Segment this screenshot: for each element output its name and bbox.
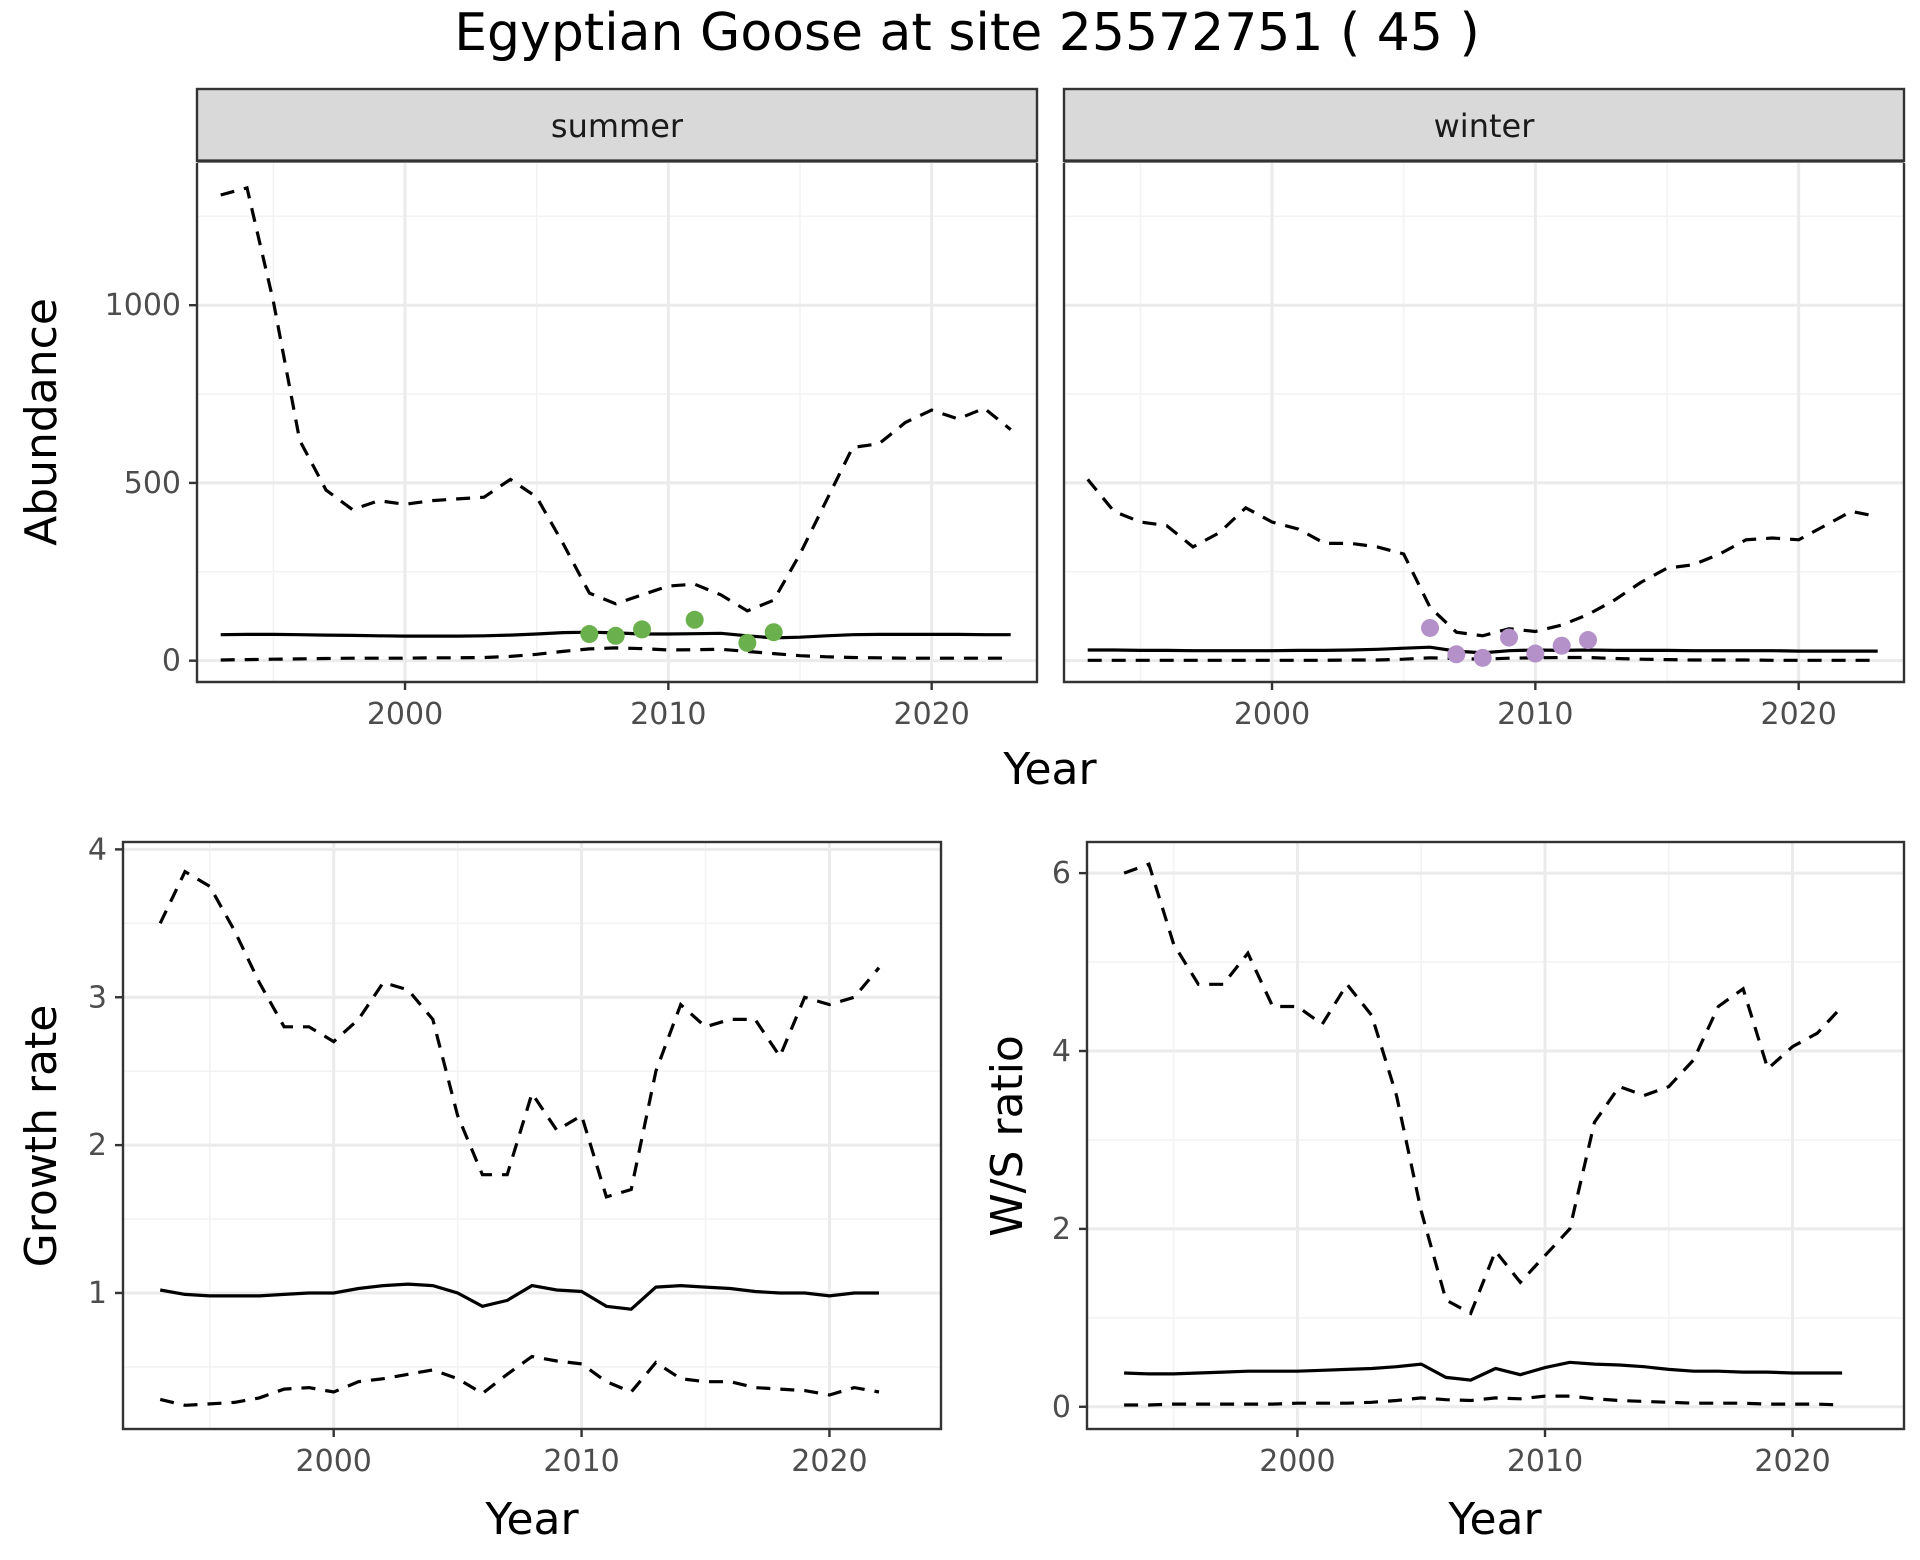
x-tick-label: 2010 (543, 1444, 619, 1479)
x-tick-label: 2010 (630, 697, 706, 732)
figure-title: Egyptian Goose at site 25572751 ( 45 ) (454, 3, 1480, 63)
data-point (606, 626, 625, 645)
x-tick-label: 2000 (296, 1444, 372, 1479)
growth-rate-panel: 2000 2010 2020 1 2 3 4 (88, 832, 943, 1479)
y-axis-title: Abundance (16, 298, 67, 546)
y-tick-label: 2 (1052, 1212, 1071, 1247)
y-tick-label: 3 (88, 980, 107, 1015)
panel-border (1085, 840, 1906, 1431)
x-tick-label: 2020 (893, 697, 969, 732)
data-point (685, 610, 704, 629)
data-point (1526, 644, 1545, 663)
y-tick-label: 0 (162, 644, 181, 679)
x-tick-label: 2010 (1497, 697, 1573, 732)
y-axis-title: W/S ratio (982, 1035, 1033, 1237)
panel-border (121, 840, 943, 1431)
plots-container: 2000 2010 2020 0 500 1000 summer 2000 2010 2020 wi… (16, 87, 1906, 1545)
y-axis-title: Growth rate (16, 1005, 67, 1268)
x-tick-label: 2020 (1760, 697, 1836, 732)
facet-panel-winter: 2000 2010 2020 winter (1062, 87, 1906, 732)
facet-strip-label: summer (551, 107, 684, 145)
data-point (1421, 618, 1440, 637)
panel-border (195, 163, 1039, 684)
x-tick-label: 2000 (1259, 1444, 1335, 1479)
data-point (1500, 628, 1519, 647)
series-line-estimate (159, 1282, 879, 1311)
data-point (1447, 645, 1466, 664)
series-line-ci (220, 646, 1011, 662)
y-tick-label: 4 (88, 832, 107, 867)
panel-background (1087, 842, 1904, 1429)
data-point (633, 620, 652, 639)
panel-background (197, 163, 1037, 682)
data-point (1552, 636, 1571, 655)
y-tick-label: 1000 (105, 288, 181, 323)
data-point (1579, 631, 1598, 650)
x-axis-title: Year (484, 1494, 579, 1545)
facet-panel-summer: 2000 2010 2020 0 500 1000 summer (105, 87, 1039, 732)
y-tick-label: 0 (1052, 1390, 1071, 1425)
data-point (764, 623, 783, 642)
series-line-ci (158, 869, 881, 1199)
x-tick-label: 2020 (1754, 1444, 1830, 1479)
series-line-ci (220, 185, 1012, 613)
y-tick-label: 500 (124, 466, 181, 501)
y-tick-label: 1 (88, 1276, 107, 1311)
ws-ratio-panel: 2000 2010 2020 0 2 4 6 (1052, 840, 1906, 1479)
y-tick-label: 4 (1052, 1034, 1071, 1069)
x-tick-label: 2000 (1234, 697, 1310, 732)
data-point (738, 633, 757, 652)
series-line-estimate (1124, 1360, 1843, 1382)
data-point (1473, 648, 1492, 667)
x-tick-label: 2000 (367, 697, 443, 732)
series-line-ci (159, 1354, 880, 1407)
y-tick-label: 6 (1052, 856, 1071, 891)
series-line-ci (1123, 862, 1844, 1316)
data-point (580, 625, 599, 644)
facet-strip (195, 87, 1039, 163)
y-tick-label: 2 (88, 1128, 107, 1163)
facet-strip-label: winter (1434, 107, 1536, 145)
panel-background (1064, 163, 1904, 682)
x-tick-label: 2010 (1507, 1444, 1583, 1479)
panel-border (1062, 163, 1906, 684)
x-tick-label: 2020 (791, 1444, 867, 1479)
x-axis-title: Year (1447, 1494, 1542, 1545)
x-axis-title: Year (1002, 744, 1097, 795)
panel-background (123, 842, 941, 1429)
series-line-ci (1086, 478, 1879, 638)
